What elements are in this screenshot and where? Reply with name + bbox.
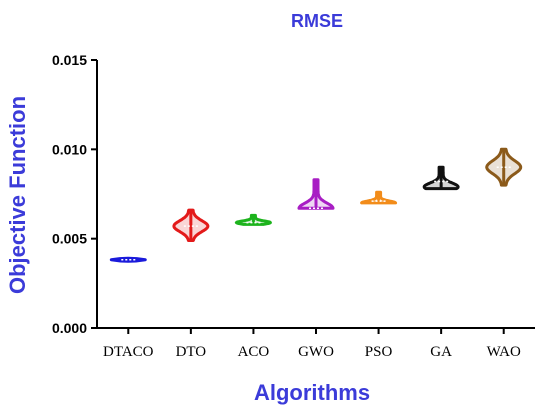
y-axis-label: Objective Function (5, 96, 30, 294)
violin-wao (485, 147, 523, 187)
x-tick-label: GA (430, 344, 452, 360)
violin-aco (234, 213, 272, 226)
x-ticks: DTACO DTO ACO GWO PSO GA WAO (103, 328, 521, 360)
y-ticks: 0.000 0.005 0.010 0.015 (52, 52, 97, 336)
violin-dto (172, 208, 210, 242)
chart-title: RMSE (291, 11, 343, 31)
violin-pso (360, 190, 398, 205)
x-tick-label: WAO (487, 344, 521, 360)
y-tick-label: 0.005 (52, 231, 87, 247)
x-tick-label: PSO (365, 344, 393, 360)
x-tick-label: ACO (238, 344, 270, 360)
x-axis-label: Algorithms (254, 380, 370, 405)
x-tick-label: DTACO (103, 344, 154, 360)
violin-ga (422, 165, 460, 191)
y-tick-label: 0.010 (52, 141, 87, 157)
violin-dtaco (109, 256, 147, 263)
violin-gwo (297, 178, 335, 210)
violins (109, 147, 523, 263)
x-tick-label: GWO (298, 344, 334, 360)
y-tick-label: 0.000 (52, 320, 87, 336)
y-tick-label: 0.015 (52, 52, 87, 68)
x-tick-label: DTO (176, 344, 207, 360)
